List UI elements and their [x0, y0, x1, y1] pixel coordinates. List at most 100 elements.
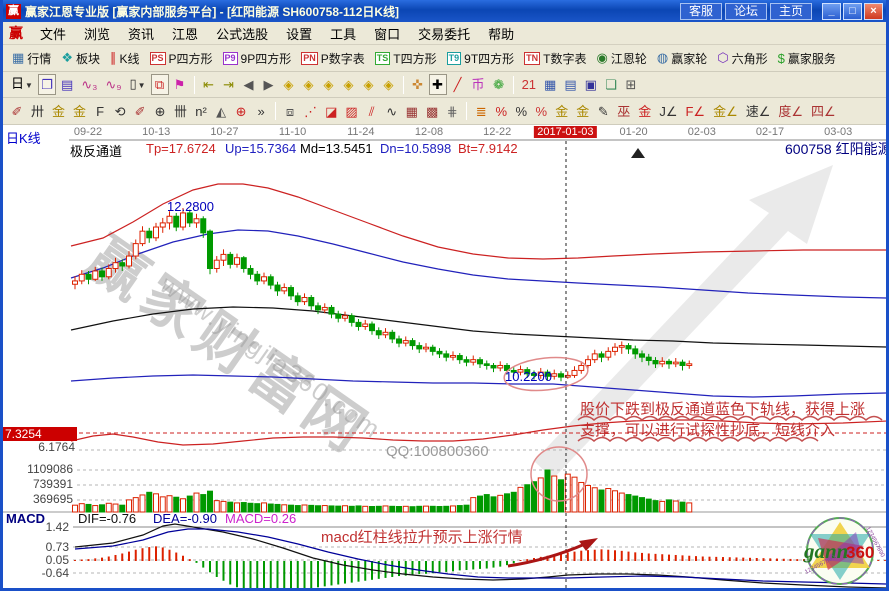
menu-资讯[interactable]: 资讯 — [128, 26, 155, 42]
toolbtn-prev-bar-icon[interactable]: ◀ — [240, 74, 258, 95]
menu-设置[interactable]: 设置 — [286, 26, 313, 42]
toolbtn-n-square-icon[interactable]: n² — [192, 101, 210, 122]
tool-9p-square-icon[interactable]: P9 9P四方形 — [222, 50, 291, 67]
toolbtn-circle-grid-icon[interactable]: ⊕ — [151, 101, 169, 122]
toolbtn-brush-icon[interactable]: ✎ — [594, 101, 612, 122]
titlebar-button-service[interactable]: 客服 — [679, 2, 722, 20]
candle-style-dropdown-arrow[interactable]: ▼ — [137, 81, 146, 90]
menu-帮助[interactable]: 帮助 — [488, 26, 515, 42]
close-button[interactable]: × — [864, 2, 883, 20]
menu-公式选股[interactable]: 公式选股 — [216, 26, 269, 42]
tool-t-table-icon[interactable]: TN T数字表 — [524, 50, 587, 67]
toolbtn-percent-line-icon[interactable]: % — [532, 101, 550, 122]
menu-交易委托[interactable]: 交易委托 — [418, 26, 471, 42]
toolbtn-fan-grid-icon[interactable]: ▨ — [342, 101, 360, 122]
tool-p-table-icon[interactable]: PN P数字表 — [301, 50, 365, 67]
toolbtn-diamond-compress-h-icon[interactable]: ◈ — [340, 74, 358, 95]
toolbtn-angle-f-icon[interactable]: F∠ — [682, 101, 708, 122]
titlebar-button-forum[interactable]: 论坛 — [724, 2, 767, 20]
toolbtn-calendar-icon[interactable]: 21 — [519, 74, 539, 95]
toolbtn-hatch-icon[interactable]: ⋕ — [443, 101, 461, 122]
tool-winner-service-icon[interactable]: $ 赢家服务 — [778, 50, 836, 67]
toolbtn-save-icon[interactable]: ▣ — [582, 74, 600, 95]
toolbtn-ladder-icon[interactable]: ≣ — [472, 101, 490, 122]
toolbtn-zigzag-icon[interactable]: ∿ — [383, 101, 401, 122]
toolbtn-grid-red-1-icon[interactable]: ▦ — [403, 101, 421, 122]
toolbtn-next-bar-icon[interactable]: ▶ — [260, 74, 278, 95]
toolbtn-candle-style-icon[interactable]: ▯▼ — [126, 73, 148, 96]
toolbtn-grid-comb-icon[interactable]: 卅 — [28, 101, 47, 122]
tool-sectors-icon[interactable]: ❖ 板块 — [61, 50, 100, 67]
menu-浏览[interactable]: 浏览 — [84, 26, 111, 42]
tool-hexagon-icon[interactable]: ⬡ 六角形 — [717, 50, 767, 67]
toolbtn-bars-3-icon[interactable]: ∿₃ — [78, 74, 100, 95]
toolbtn-diamond-right-icon[interactable]: ◈ — [300, 74, 318, 95]
toolbtn-angle-gold-icon[interactable]: 金∠ — [710, 101, 741, 122]
toolbtn-last-page-icon[interactable]: ⇥ — [220, 74, 238, 95]
toolbtn-spiral-icon[interactable]: ⟲ — [111, 101, 129, 122]
toolbtn-fan-lines-icon[interactable]: ⋰ — [301, 101, 320, 122]
toolbtn-chart-window-icon[interactable]: ❐ — [37, 74, 56, 95]
toolbtn-angle-deg-icon[interactable]: 度∠ — [775, 101, 806, 122]
toolbtn-gold-circle-icon[interactable]: 金 — [552, 101, 571, 122]
toolbtn-export-icon[interactable]: ❏ — [602, 74, 620, 95]
toolbtn-gold-angle-icon[interactable]: 金 — [635, 101, 654, 122]
menu-江恩[interactable]: 江恩 — [172, 26, 199, 42]
tool-t-square-icon[interactable]: TS T四方形 — [374, 50, 437, 67]
period-day-dropdown-arrow[interactable]: ▼ — [25, 81, 33, 90]
menu-工具[interactable]: 工具 — [330, 26, 357, 42]
toolbtn-overlay-mode-icon[interactable]: ⧉ — [150, 74, 169, 95]
toolbtn-angle-4-icon[interactable]: 四∠ — [808, 101, 839, 122]
toolbtn-box-tool-icon[interactable]: ⧈ — [281, 101, 299, 122]
toolbtn-grid-red-2-icon[interactable]: ▩ — [423, 101, 441, 122]
toolbtn-period-day-icon[interactable]: 日▼ — [8, 73, 36, 96]
toolbtn-trend-line-icon[interactable]: ╱ — [449, 74, 467, 95]
toolbtn-info-panel-icon[interactable]: ▤ — [58, 74, 76, 95]
menu-文件[interactable]: 文件 — [40, 26, 67, 42]
toolbtn-gold-line-icon[interactable]: 金 — [573, 101, 592, 122]
toolbtn-diamond-compress-v-icon[interactable]: ◈ — [360, 74, 378, 95]
toolbtn-angle-tool-icon[interactable]: ◭ — [212, 101, 230, 122]
tool-gann-wheel-icon[interactable]: ◉ 江恩轮 — [597, 50, 647, 67]
toolbtn-drag-hand-icon[interactable]: ✜ — [409, 74, 427, 95]
toolbtn-percent-fan-icon[interactable]: % — [492, 101, 510, 122]
tool-kline-icon[interactable]: ∥ K线 — [110, 50, 140, 67]
toolbtn-gold-grid-1-icon[interactable]: 金 — [49, 101, 68, 122]
toolbtn-angle-speed-icon[interactable]: 速∠ — [743, 101, 774, 122]
date-tick: 10-27 — [210, 126, 239, 138]
toolbtn-bars-9-icon[interactable]: ∿₉ — [102, 74, 124, 95]
tool-quotes-icon[interactable]: ▦ 行情 — [12, 50, 51, 67]
toolbtn-flag-mark-icon[interactable]: ⚑ — [171, 74, 189, 95]
menu-窗口[interactable]: 窗口 — [374, 26, 401, 42]
toolbtn-print-icon[interactable]: ⊞ — [622, 74, 640, 95]
toolbtn-draw-pen-icon[interactable]: ✐ — [8, 101, 26, 122]
tool-9t-square-icon[interactable]: T9 9T四方形 — [446, 50, 514, 67]
toolbtn-angle-j-icon[interactable]: J∠ — [656, 101, 680, 122]
toolbtn-crosshair-icon[interactable]: ✚ — [428, 74, 447, 95]
toolbtn-diamond-expand-h-icon[interactable]: ◈ — [320, 74, 338, 95]
toolbtn-diamond-expand-all-icon[interactable]: ◈ — [380, 74, 398, 95]
toolbtn-fan-box-icon[interactable]: ◪ — [322, 101, 340, 122]
kline-plot[interactable] — [3, 125, 886, 591]
titlebar-button-home[interactable]: 主页 — [769, 2, 812, 20]
minimize-button[interactable]: _ — [822, 2, 841, 20]
maximize-button[interactable]: □ — [843, 2, 862, 20]
toolbtn-f-grid-icon[interactable]: F — [91, 101, 109, 122]
toolbtn-pen-2-icon[interactable]: ✐ — [131, 101, 149, 122]
toolbtn-fan-2-icon[interactable]: ⫽ — [363, 101, 381, 122]
toolbtn-notes-icon[interactable]: ▤ — [561, 74, 579, 95]
tool-winner-wheel-icon[interactable]: ◍ 赢家轮 — [657, 50, 707, 67]
toolbtn-fractal-tool-icon[interactable]: ❁ — [490, 74, 508, 95]
toolbtn-gold-grid-2-icon[interactable]: 金 — [70, 101, 89, 122]
toolbtn-overflow-icon[interactable]: » — [252, 101, 270, 122]
toolbtn-gann-tool-icon[interactable]: 币 — [469, 74, 488, 95]
chart-area[interactable]: 赢家财富网 www.yingjia360.com 日K线 09-22 10-13 1… — [3, 125, 886, 591]
toolbtn-first-page-icon[interactable]: ⇤ — [200, 74, 218, 95]
toolbtn-diamond-left-icon[interactable]: ◈ — [280, 74, 298, 95]
toolbtn-wizard-icon[interactable]: 巫 — [614, 101, 633, 122]
tool-p-square-icon[interactable]: PS P四方形 — [149, 50, 213, 67]
toolbtn-calculator-icon[interactable]: ▦ — [541, 74, 559, 95]
toolbtn-percent-icon[interactable]: % — [512, 101, 530, 122]
toolbtn-comb-2-icon[interactable]: 卌 — [171, 101, 190, 122]
toolbtn-target-tool-icon[interactable]: ⊕ — [232, 101, 250, 122]
